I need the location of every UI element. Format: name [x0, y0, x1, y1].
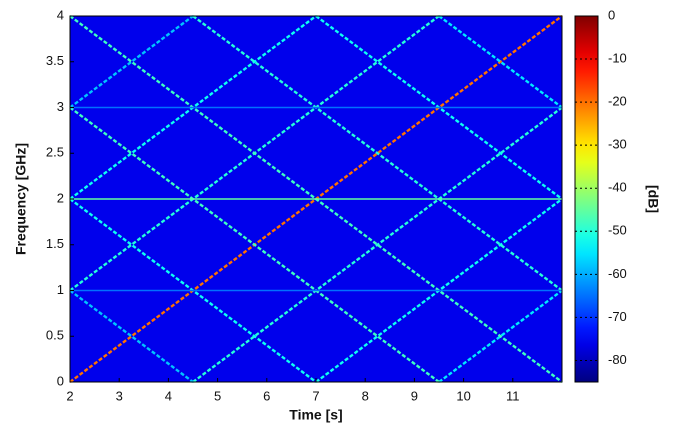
y-tick-label: 2.5 — [46, 145, 64, 160]
colorbar-tick-label: -60 — [608, 266, 627, 281]
spectral-line — [192, 106, 563, 383]
y-tick-label: 1 — [57, 282, 64, 297]
colorbar-tick-label: -70 — [608, 309, 627, 324]
y-tick-label: 0.5 — [46, 328, 64, 343]
colorbar-tick-label: -40 — [608, 180, 627, 195]
colorbar-tick-label: -10 — [608, 50, 627, 65]
y-tick-label: 3.5 — [46, 53, 64, 68]
y-tick-label: 0 — [57, 373, 64, 388]
colorbar-tick-label: -30 — [608, 137, 627, 152]
x-tick-label: 5 — [214, 388, 221, 403]
colorbar-tick-label: -20 — [608, 94, 627, 109]
y-axis-label: Frequency [GHz] — [13, 143, 29, 255]
spectral-line — [69, 106, 440, 383]
spectral-line — [69, 15, 194, 109]
y-tick-label: 3 — [57, 99, 64, 114]
x-tick-label: 8 — [362, 388, 369, 403]
colorbar-tick-label: -50 — [608, 223, 627, 238]
colorbar-tick-label: 0 — [608, 7, 615, 22]
colorbar-tick-label: -80 — [608, 352, 627, 367]
spectral-line — [69, 289, 194, 383]
y-tick-label: 4 — [57, 7, 64, 22]
x-tick-label: 6 — [263, 388, 270, 403]
x-tick-label: 10 — [456, 388, 470, 403]
spectral-line — [438, 15, 563, 109]
spectral-line — [192, 15, 563, 292]
x-tick-label: 4 — [165, 388, 172, 403]
y-tick-label: 1.5 — [46, 236, 64, 251]
spectral-line — [438, 289, 563, 383]
x-tick-label: 2 — [66, 388, 73, 403]
x-tick-label: 9 — [411, 388, 418, 403]
x-axis-label: Time [s] — [289, 407, 342, 423]
y-tick-label: 2 — [57, 190, 64, 205]
x-tick-label: 11 — [506, 388, 520, 403]
colorbar — [574, 15, 599, 383]
x-tick-label: 3 — [116, 388, 123, 403]
colorbar-label: [dB] — [645, 185, 661, 213]
x-tick-label: 7 — [312, 388, 319, 403]
